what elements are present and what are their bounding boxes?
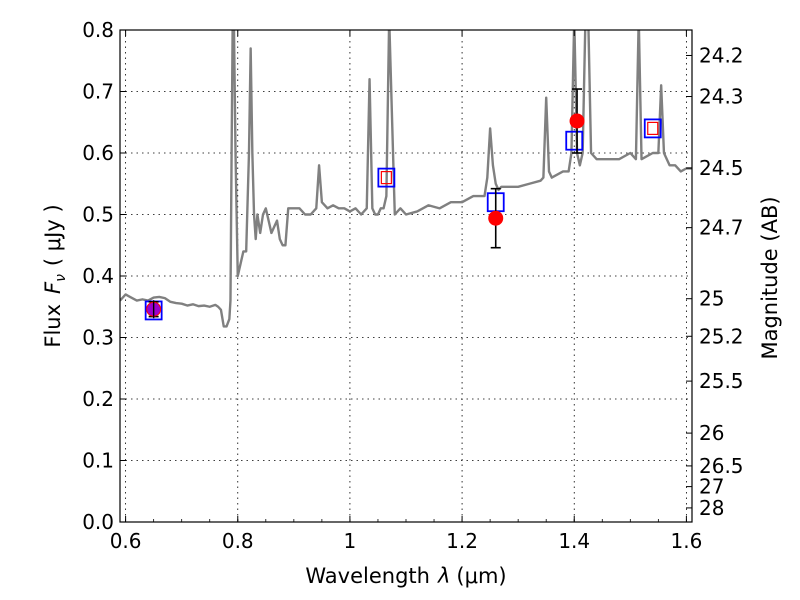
magnitude-tick-label: 26 [699,421,724,445]
x-tick-label: 1.4 [558,529,590,553]
upper-limit-square [380,171,392,185]
y-tick-label: 0.1 [82,449,114,473]
model-band-square [565,130,584,151]
magnitude-tick-label: 25.2 [699,324,744,348]
y-axis-label-unit: ( μJy ) [41,204,65,266]
x-tick-label: 0.8 [222,529,254,553]
magnitude-tick-label: 27 [699,475,724,499]
magnitude-tick-label: 24.2 [699,43,744,67]
y-tick-label: 0.2 [82,387,114,411]
y-tick-label: 0.4 [82,264,114,288]
y-tick-label: 0.3 [82,326,114,350]
y-tick-label: 0.6 [82,141,114,165]
observed-point [569,113,585,129]
magnitude-tick-label: 25.5 [699,369,744,393]
y-ticks: 0.0 0.1 0.2 0.3 0.4 0.5 0.6 0.7 0.8 [82,18,126,534]
magnitude-tick-label: 28 [699,496,724,520]
x-axis-label-symbol: λ [437,564,450,588]
y-tick-label: 0.8 [82,18,114,42]
plot-area [120,30,692,328]
x-tick-label: 1.6 [670,529,702,553]
x-axis-label-text: Wavelength [305,564,430,588]
y-tick-label: 0.0 [82,510,114,534]
model-band-square [377,167,396,188]
y-tick-label: 0.5 [82,203,114,227]
magnitude-tick-label: 25 [699,287,724,311]
magnitude-tick-label: 24.7 [699,216,744,240]
magnitude-tick-label: 24.3 [699,85,744,109]
magnitude-axis-label: Magnitude (AB) [758,196,782,359]
x-tick-label: 1 [344,529,357,553]
upper-limit-square [647,121,659,136]
y-tick-label: 0.7 [82,80,114,104]
y-axis-label-symbol: F [41,281,65,294]
model-band-square [643,118,662,139]
magnitude-tick-label: 24.5 [699,156,744,180]
observed-point [488,210,504,226]
x-tick-label: 1.2 [446,529,478,553]
x-tick-label: 0.6 [110,529,142,553]
model-spectrum-line [120,30,692,328]
y-axis-label-sub: ν [53,274,69,282]
magnitude-tick-label: 26.5 [699,454,744,478]
x-ticks: 0.6 0.8 1 1.2 1.4 1.6 [110,30,702,553]
grid-lines [120,29,692,523]
y-axis-label-text: Flux [41,304,65,348]
x-axis-label: Wavelength λ (μm) [305,564,506,588]
x-axis-label-unit: (μm) [456,564,506,588]
y-axis-label: Flux Fν ( μJy ) [41,204,69,347]
